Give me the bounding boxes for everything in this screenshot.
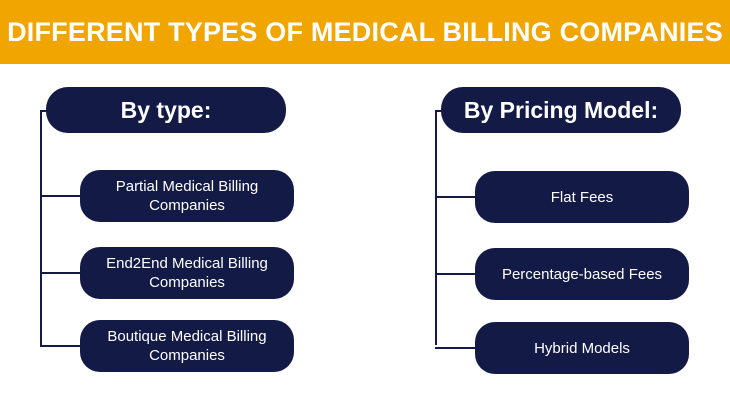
title-banner: DIFFERENT TYPES OF MEDICAL BILLING COMPA… [0,0,730,64]
right-item-hybrid-models: Hybrid Models [475,322,689,374]
right-connector-1 [435,196,475,198]
right-connector-3 [435,347,475,349]
right-heading-pill: By Pricing Model: [441,87,681,133]
right-item-label: Hybrid Models [534,339,630,357]
left-heading: By type: [120,96,212,123]
left-item-end2end: End2End Medical Billing Companies [80,247,294,299]
left-tree-trunk [40,110,42,345]
right-heading: By Pricing Model: [463,96,659,123]
left-connector-heading [40,110,48,112]
right-item-percentage-fees: Percentage-based Fees [475,248,689,300]
left-item-boutique: Boutique Medical Billing Companies [80,320,294,372]
left-item-label: Partial Medical Billing Companies [115,178,259,214]
right-connector-heading [435,110,443,112]
left-connector-3 [40,345,80,347]
left-connector-2 [40,272,80,274]
page-title: DIFFERENT TYPES OF MEDICAL BILLING COMPA… [7,16,723,47]
left-connector-1 [40,195,80,197]
right-connector-2 [435,273,475,275]
left-item-partial: Partial Medical Billing Companies [80,170,294,222]
right-item-label: Percentage-based Fees [501,265,663,283]
right-item-label: Flat Fees [550,188,614,206]
right-item-flat-fees: Flat Fees [475,171,689,223]
left-item-label: Boutique Medical Billing Companies [107,328,267,364]
left-item-label: End2End Medical Billing Companies [106,255,268,291]
right-tree-trunk [435,110,437,345]
left-heading-pill: By type: [46,87,286,133]
